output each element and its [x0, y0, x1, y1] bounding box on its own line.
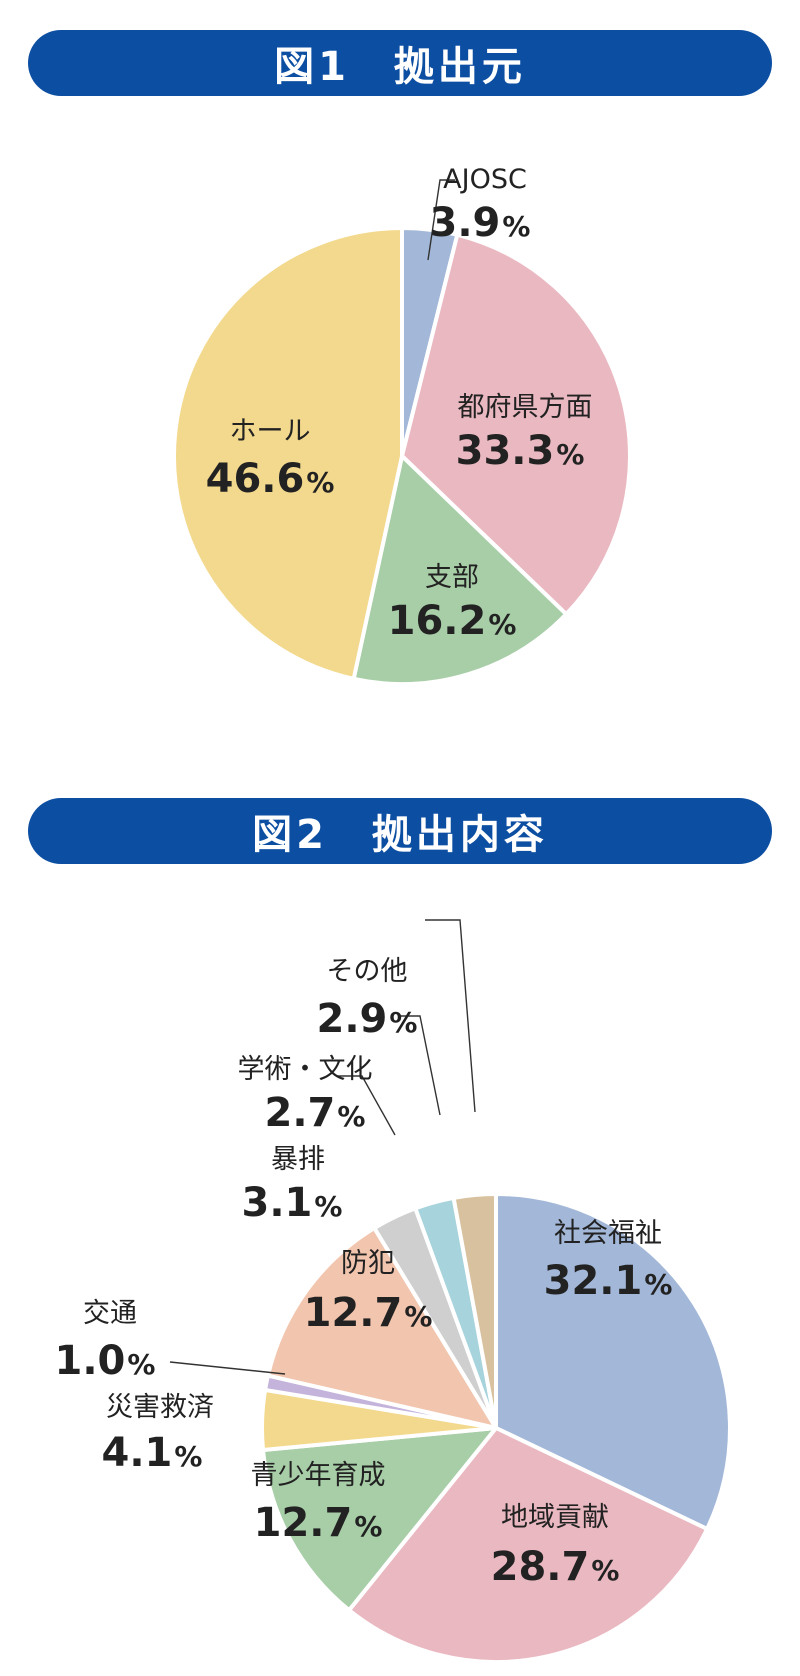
figure2-slice-label-4: 交通 [83, 1298, 137, 1329]
figure2-title: 図2 拠出内容 [252, 812, 548, 858]
figure1-slice-label-2: 支部 [425, 562, 479, 593]
figure2-leader-line-6 [336, 1075, 396, 1136]
figure2-slice-label-6: 暴排 [271, 1144, 325, 1175]
figure1-slice-2 [351, 454, 569, 687]
figure2-title-banner: 図2 拠出内容 [28, 798, 772, 864]
figure1-title-banner: 図1 拠出元 [28, 30, 772, 96]
figure2-slice-value-8: 2.9% [317, 996, 418, 1042]
figure2-slice-8 [451, 1192, 498, 1430]
figure2-leader-line-8 [425, 919, 476, 1113]
figure1-slice-value-3: 46.6% [206, 456, 335, 502]
figure2-leader-line-7 [398, 1015, 441, 1116]
figure2-slice-value-3: 4.1% [102, 1430, 203, 1476]
figure2-slice-value-6: 3.1% [242, 1180, 343, 1226]
figure2-pie-chart: 社会福祉 32.1% 地域貢献 28.7% 青少年育成 12.7% 災害救済 4.1% 交通 1.… [55, 919, 732, 1664]
figure2-slice-label-2: 青少年育成 [251, 1460, 386, 1491]
figure1-slice-value-0: 3.9% [430, 200, 531, 246]
figure2-slice-2 [261, 1426, 498, 1613]
figure2-slice-value-4: 1.0% [55, 1338, 156, 1384]
figure2-slice-value-2: 12.7% [254, 1500, 383, 1546]
figure2-slice-value-5: 12.7% [304, 1290, 433, 1336]
figure2-slice-value-0: 32.1% [544, 1258, 673, 1304]
figure2-leader-line-4 [169, 1361, 286, 1375]
figure1-title: 図1 拠出元 [274, 44, 526, 90]
figure2-slice-value-1: 28.7% [491, 1544, 620, 1590]
figure2-slice-0 [494, 1192, 732, 1531]
figure2-slice-label-0: 社会福祉 [554, 1218, 662, 1249]
figure1-leader-line-0 [427, 179, 455, 261]
figure2-slice-1 [347, 1426, 710, 1664]
figure2-slice-label-8: その他 [327, 956, 408, 987]
figure1-slice-3 [171, 226, 404, 681]
figure1-slice-label-1: 都府県方面 [458, 392, 593, 423]
figure1-slice-value-2: 16.2% [388, 598, 517, 644]
figure2-slice-label-3: 災害救済 [106, 1392, 214, 1423]
figure2-slice-label-7: 学術・文化 [238, 1054, 373, 1085]
figure1-slice-value-1: 33.3% [456, 428, 585, 474]
figure1-slice-label-0: AJOSC [443, 164, 527, 195]
figure2-slice-label-1: 地域貢献 [501, 1502, 609, 1533]
figure1-slice-1 [400, 232, 632, 617]
figure2-slice-5 [265, 1226, 498, 1430]
figure2-slice-value-7: 2.7% [265, 1090, 366, 1136]
figure2-slice-label-5: 防犯 [341, 1248, 395, 1279]
figure1-pie-chart: AJOSC 3.9% 都府県方面 33.3% 支部 16.2% ホール 46.6% [171, 164, 632, 687]
figure1-slice-label-3: ホール [230, 416, 311, 447]
